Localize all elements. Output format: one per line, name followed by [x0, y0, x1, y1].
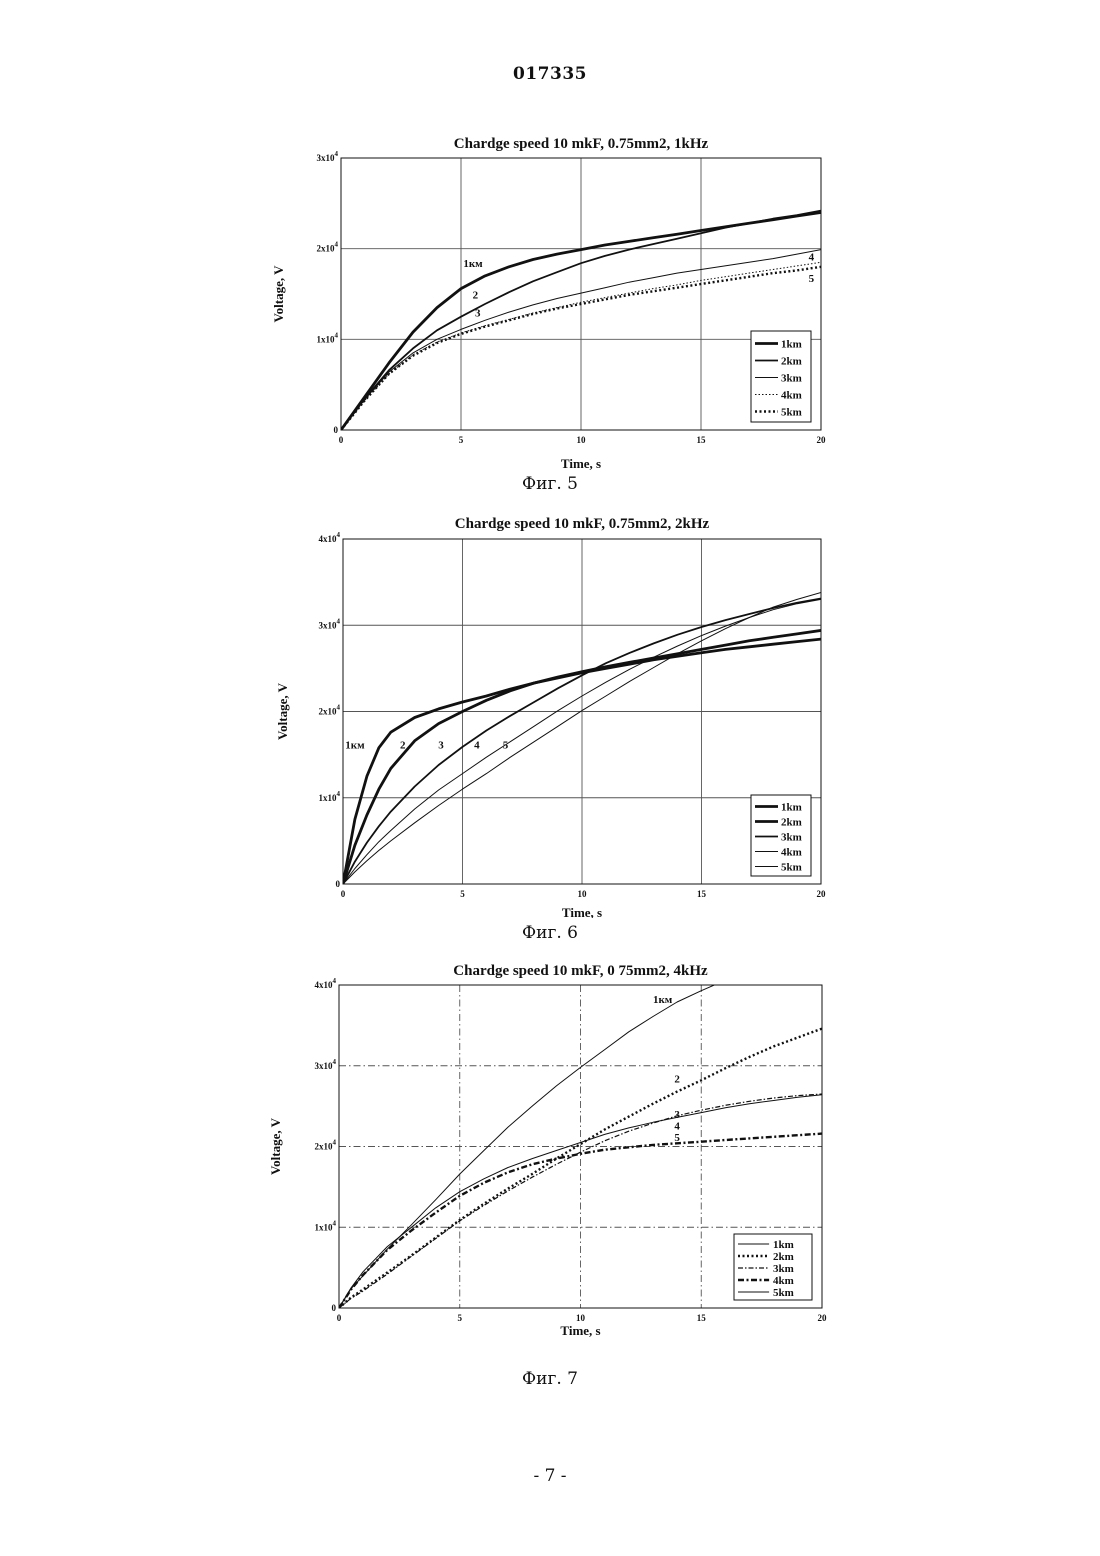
y-tick-label: 1x104 — [315, 1219, 337, 1232]
y-tick-label: 3x104 — [317, 150, 339, 163]
legend-entry: 2km — [773, 1251, 794, 1263]
x-tick-label: 20 — [817, 889, 827, 899]
y-axis-label: Voltage, V — [271, 265, 286, 323]
curve-annotation: 5 — [503, 740, 509, 752]
legend-entry: 1km — [781, 339, 802, 351]
y-axis-label: Voltage, V — [275, 682, 290, 740]
legend-entry: 1km — [781, 802, 802, 814]
legend-entry: 3km — [781, 373, 802, 385]
chart-title: Chardge speed 10 mkF, 0.75mm2, 2kHz — [455, 516, 710, 532]
x-axis-label: Time, s — [561, 456, 601, 470]
legend-entry: 4km — [781, 390, 802, 402]
y-tick-label: 0 — [334, 425, 339, 435]
x-tick-label: 5 — [460, 889, 465, 899]
legend-entry: 2km — [781, 817, 802, 829]
x-tick-label: 10 — [576, 1313, 586, 1323]
chart-title: Chardge speed 10 mkF, 0.75mm2, 1kHz — [454, 136, 709, 152]
x-tick-label: 0 — [341, 889, 346, 899]
legend-entry: 5km — [773, 1287, 794, 1299]
curve-annotation: 2 — [674, 1074, 680, 1086]
figure-5-caption: Фиг. 5 — [0, 474, 1100, 494]
y-tick-label: 1x104 — [319, 790, 341, 803]
legend-entry: 5km — [781, 407, 802, 419]
legend-entry: 1km — [773, 1239, 794, 1251]
curve-annotation: 1км — [345, 740, 365, 752]
curve-annotation: 4 — [674, 1121, 680, 1133]
document-number: 017335 — [0, 64, 1100, 84]
legend-entry: 3km — [773, 1263, 794, 1275]
legend-entry: 2km — [781, 356, 802, 368]
curve-annotation: 5 — [674, 1132, 680, 1144]
x-tick-label: 0 — [337, 1313, 342, 1323]
y-tick-label: 4x104 — [319, 531, 341, 544]
x-tick-label: 0 — [339, 435, 344, 445]
figure-7-caption: Фиг. 7 — [0, 1369, 1100, 1389]
y-tick-label: 2x104 — [319, 704, 341, 717]
y-tick-label: 3x104 — [319, 617, 341, 630]
legend-entry: 3km — [781, 832, 802, 844]
curve-annotation: 3 — [475, 308, 481, 320]
figure-5-chart: Chardge speed 10 mkF, 0.75mm2, 1kHz 0 5 10 1… — [0, 125, 1100, 470]
curve-annotation: 4 — [809, 251, 815, 263]
y-tick-label: 0 — [336, 879, 341, 889]
figure-6-chart: Chardge speed 10 mkF, 0.75mm2, 2kHz 0 5 10 1… — [0, 508, 1100, 918]
x-tick-label: 15 — [697, 1313, 707, 1323]
curve-annotation: 2 — [400, 740, 406, 752]
x-tick-label: 10 — [577, 435, 587, 445]
y-tick-label: 3x104 — [315, 1058, 337, 1071]
x-tick-label: 20 — [818, 1313, 828, 1323]
x-tick-label: 5 — [459, 435, 464, 445]
y-tick-label: 2x104 — [317, 241, 339, 254]
x-tick-label: 20 — [817, 435, 827, 445]
curve-annotation: 1км — [463, 258, 483, 270]
page-number: - 7 - — [0, 1466, 1100, 1486]
figure-6-caption: Фиг. 6 — [0, 923, 1100, 943]
curve-annotation: 2 — [473, 290, 479, 302]
y-tick-label: 1x104 — [317, 331, 339, 344]
curve-annotation: 3 — [438, 740, 444, 752]
chart-title: Chardge speed 10 mkF, 0 75mm2, 4kHz — [453, 963, 708, 979]
curve-annotation: 5 — [809, 273, 815, 285]
x-tick-label: 15 — [697, 889, 707, 899]
x-axis-label: Time, s — [560, 1323, 600, 1338]
legend-entry: 4km — [781, 847, 802, 859]
x-axis-label: Time, s — [562, 905, 602, 918]
curve-annotation: 4 — [474, 740, 480, 752]
legend-entry: 4km — [773, 1275, 794, 1287]
y-tick-label: 0 — [332, 1303, 337, 1313]
y-axis-label: Voltage, V — [268, 1117, 283, 1175]
x-tick-label: 15 — [697, 435, 707, 445]
x-tick-label: 5 — [458, 1313, 463, 1323]
curve-annotation: 1км — [653, 994, 673, 1006]
y-tick-label: 4x104 — [315, 977, 337, 990]
y-tick-label: 2x104 — [315, 1139, 337, 1152]
curve-annotation: 3 — [674, 1109, 680, 1121]
legend-entry: 5km — [781, 862, 802, 874]
x-tick-label: 10 — [578, 889, 588, 899]
figure-7-chart: Chardge speed 10 mkF, 0 75mm2, 4kHz 0 5 10 1… — [0, 958, 1100, 1343]
